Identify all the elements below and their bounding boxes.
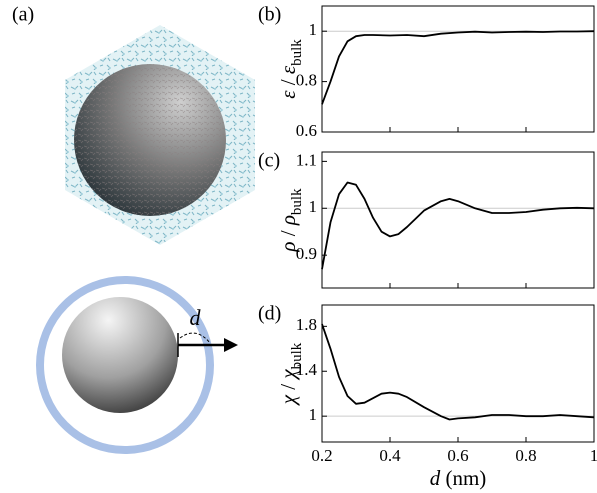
- x-tick-label: 0.4: [379, 446, 401, 465]
- data-line: [321, 181, 595, 270]
- y-label-part: ρ: [276, 242, 300, 253]
- x-axis-label: d (nm): [430, 466, 487, 490]
- y-label-part: bulk: [289, 342, 305, 369]
- x-label-part: d: [430, 466, 441, 490]
- arrow-head: [224, 338, 238, 352]
- y-label-part: bulk: [289, 39, 305, 66]
- y-label-part: χ: [276, 394, 300, 406]
- solute-sphere: [62, 297, 178, 413]
- y-tick-label: 0.9: [296, 244, 317, 263]
- panel-label: (a): [12, 4, 34, 26]
- panel-label: (d): [258, 303, 281, 325]
- x-tick-label: 0.2: [311, 446, 332, 465]
- data-line: [321, 323, 595, 421]
- y-label-part: /: [276, 225, 300, 241]
- y-tick-label: 1.4: [296, 360, 318, 379]
- x-label-part: (nm): [440, 466, 486, 490]
- y-label-part: bulk: [289, 188, 305, 215]
- y-label-part: χ: [276, 369, 300, 381]
- illustration: (a) d: [12, 4, 255, 454]
- x-tick-label: 1: [590, 446, 597, 465]
- panel-label: (b): [258, 4, 281, 26]
- plot-frame: [321, 304, 595, 443]
- y-tick-label: 1: [309, 405, 318, 424]
- y-label-part: /: [276, 74, 300, 90]
- y-tick-label: 0.6: [296, 121, 317, 140]
- y-label-part: ρ: [276, 215, 300, 226]
- y-tick-label: 1: [309, 20, 318, 39]
- y-axis-label: ε / εbulk: [276, 39, 306, 99]
- y-label-part: ε: [276, 65, 300, 74]
- y-tick-label: 0.8: [296, 71, 317, 90]
- x-tick-label: 0.6: [447, 446, 468, 465]
- y-label-part: ε: [276, 90, 300, 99]
- x-tick-label: 0.8: [515, 446, 536, 465]
- plot-frame: [321, 151, 595, 289]
- dashed-arc: [179, 332, 211, 344]
- y-label-part: /: [276, 379, 300, 395]
- y-tick-label: 1.8: [296, 315, 317, 334]
- plot-frame: [321, 5, 595, 133]
- y-axis-label: χ / χbulk: [276, 342, 306, 406]
- y-axis-label: ρ / ρbulk: [276, 188, 306, 253]
- data-line: [321, 30, 595, 105]
- distance-label: d: [190, 305, 202, 330]
- y-tick-label: 1: [309, 197, 318, 216]
- shell-ring: [36, 276, 214, 454]
- y-tick-label: 1.1: [296, 150, 317, 169]
- sphere-texture: [74, 64, 226, 216]
- panel-label: (c): [258, 150, 280, 172]
